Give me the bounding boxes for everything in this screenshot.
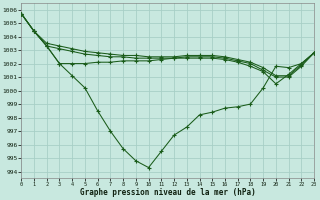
X-axis label: Graphe pression niveau de la mer (hPa): Graphe pression niveau de la mer (hPa) (80, 188, 256, 197)
